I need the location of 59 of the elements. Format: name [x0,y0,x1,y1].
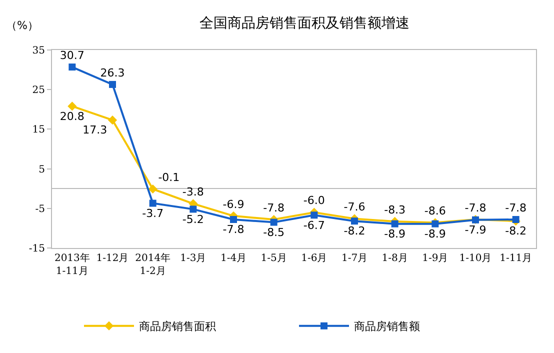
data-label: 20.8 [60,110,84,123]
x-tick-label: 1-3月 [180,253,206,264]
data-label: -5.2 [182,212,204,226]
y-tick-label: 15 [32,124,45,136]
data-label: -6.7 [303,218,325,232]
data-label: 17.3 [82,124,108,137]
point [230,216,237,223]
data-label: -0.1 [158,170,180,184]
legend-label: 商品房销售额 [354,320,420,334]
x-tick-label: 1-10月 [459,253,492,264]
data-label: 30.7 [60,48,84,62]
point [391,220,398,228]
data-label: -7.8 [505,201,527,214]
data-label: -7.8 [222,223,244,236]
x-tick-label: 1-12月 [96,253,129,264]
data-label: -7.8 [464,201,486,214]
x-tick-label: 1-5月 [260,253,287,264]
data-label: -6.9 [222,198,244,211]
data-label: -7.8 [263,201,285,214]
point [108,116,118,125]
x-tick-label: 1-4月 [220,253,247,264]
point [270,218,278,226]
point [351,218,358,225]
x-tick-label: 1-8月 [382,253,408,264]
data-label: -8.9 [384,227,406,240]
data-label: -8.2 [505,224,527,238]
point [148,184,158,194]
chart-title: 全国商品房销售面积及销售额增速 [200,15,410,32]
point [149,200,156,207]
x-tick-label: 2014年 1-2月 [135,252,171,277]
data-label: -8.3 [384,203,406,216]
y-tick-label: -15 [28,244,45,254]
y-tick-label: 35 [32,46,45,56]
x-tick-label: 1-11月 [500,253,532,264]
point [68,64,76,71]
data-label: -8.2 [344,224,366,238]
x-tick-label: 2013年 1-11月 [54,252,90,277]
data-label: -7.9 [464,224,486,237]
legend-label: 商品房销售面积 [139,320,216,334]
x-tick-label: 1-9月 [422,253,448,264]
y-tick-label: 25 [32,85,45,96]
data-label: 26.3 [100,66,125,80]
x-tick-label: 1-7月 [341,253,368,264]
point [310,212,318,219]
x-tick-label: 1-6月 [301,253,328,264]
data-label: -3.8 [182,186,204,199]
point [190,206,197,213]
point [109,80,116,88]
y-tick-label: -5 [35,204,45,215]
y-tick-label: 5 [38,164,45,176]
data-label: -7.6 [344,200,366,214]
point [512,216,520,223]
data-label: -6.0 [303,194,325,208]
y-axis-title: （%） [6,19,38,32]
point [68,102,77,111]
data-label: -8.6 [424,204,446,218]
data-label: -8.9 [424,227,446,240]
data-label: -3.7 [142,206,164,220]
data-label: -8.5 [263,226,285,239]
